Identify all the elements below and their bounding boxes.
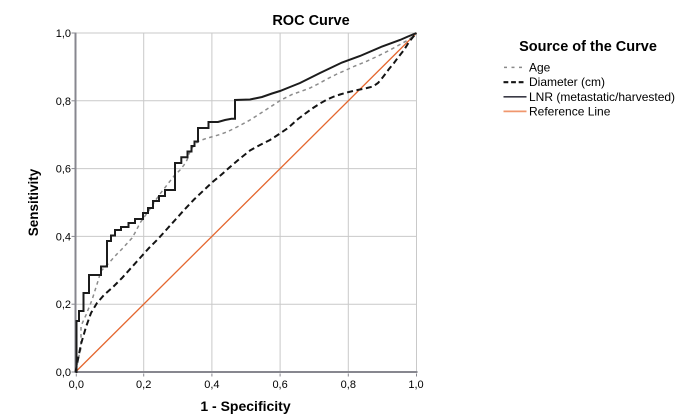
svg-text:0,2: 0,2 xyxy=(136,379,151,391)
svg-text:0,4: 0,4 xyxy=(204,379,219,391)
svg-text:0,2: 0,2 xyxy=(56,299,71,311)
svg-text:0,8: 0,8 xyxy=(341,379,356,391)
svg-text:1 - Specificity: 1 - Specificity xyxy=(200,398,290,414)
svg-text:0,6: 0,6 xyxy=(272,379,287,391)
svg-text:LNR (metastatic/harvested): LNR (metastatic/harvested) xyxy=(529,90,675,104)
svg-text:Sensitivity: Sensitivity xyxy=(26,168,41,236)
svg-text:1,0: 1,0 xyxy=(408,379,423,391)
svg-text:0,4: 0,4 xyxy=(56,231,71,243)
svg-text:Age: Age xyxy=(529,60,551,74)
svg-text:0,0: 0,0 xyxy=(56,367,71,379)
svg-text:Diameter (cm): Diameter (cm) xyxy=(529,75,605,89)
svg-text:Reference Line: Reference Line xyxy=(529,104,611,118)
svg-text:Source of the Curve: Source of the Curve xyxy=(519,39,657,55)
svg-text:ROC Curve: ROC Curve xyxy=(272,13,349,29)
svg-text:1,0: 1,0 xyxy=(56,28,71,40)
svg-text:0,8: 0,8 xyxy=(56,96,71,108)
svg-text:0,0: 0,0 xyxy=(69,379,84,391)
svg-text:0,6: 0,6 xyxy=(56,164,71,176)
